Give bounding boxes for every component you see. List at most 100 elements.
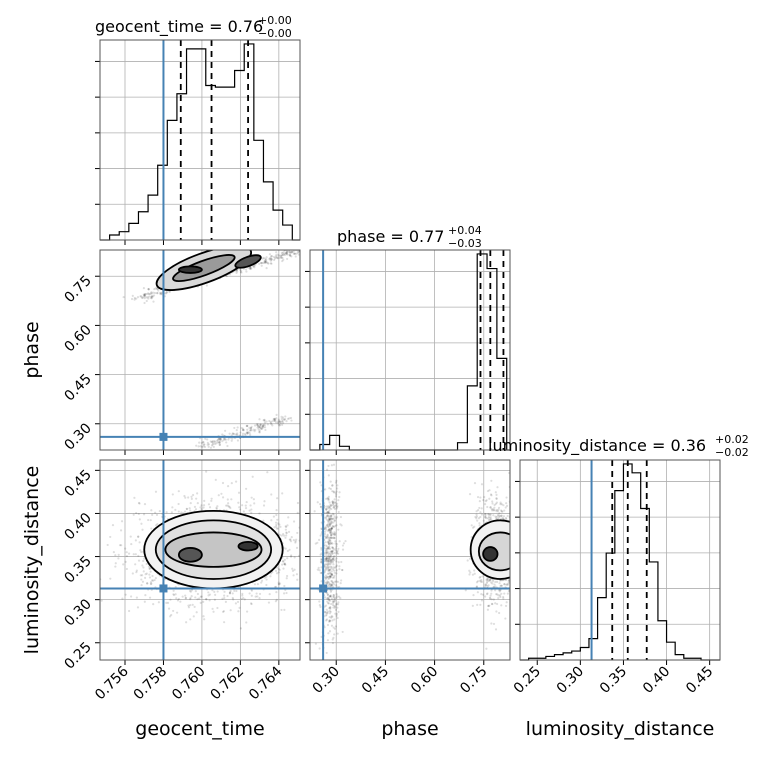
sample-point	[260, 579, 264, 582]
sample-point	[325, 612, 328, 615]
sample-point	[253, 430, 256, 433]
sample-point	[328, 506, 331, 509]
sample-point	[218, 443, 221, 446]
sample-point	[218, 437, 221, 440]
sample-point	[325, 558, 328, 561]
sample-point	[327, 519, 330, 523]
sample-point	[330, 504, 333, 507]
sample-point	[193, 605, 196, 608]
sample-point	[336, 505, 339, 509]
sample-point	[335, 564, 339, 567]
sample-point	[258, 418, 261, 421]
sample-point	[340, 560, 343, 564]
sample-point	[324, 541, 327, 544]
sample-point	[142, 570, 145, 573]
histogram-panel-phase	[305, 249, 511, 455]
histogram-step	[100, 43, 300, 241]
sample-point	[327, 620, 331, 623]
sample-point	[274, 600, 277, 603]
sample-point	[250, 267, 253, 270]
sample-point	[319, 505, 322, 509]
sample-point	[200, 441, 203, 445]
sample-point	[500, 584, 504, 587]
sample-point	[277, 418, 280, 421]
sample-point	[239, 268, 242, 271]
sample-point	[260, 427, 263, 430]
sample-point	[248, 592, 251, 595]
sample-point	[513, 523, 515, 525]
sample-point	[135, 596, 138, 599]
sample-point	[283, 418, 286, 421]
sample-point	[286, 549, 289, 553]
sample-point	[325, 618, 329, 621]
sample-point	[362, 565, 364, 567]
sample-point	[268, 592, 271, 596]
sample-point	[328, 521, 332, 524]
sample-point	[331, 552, 334, 555]
sample-point	[329, 517, 333, 520]
sample-point	[210, 497, 213, 500]
sample-point	[318, 600, 321, 603]
panel-frame	[309, 459, 511, 661]
sample-point	[276, 420, 279, 423]
sample-point	[259, 423, 262, 426]
sample-point	[324, 488, 327, 491]
sample-point	[334, 549, 337, 552]
sample-point	[331, 583, 334, 587]
panel-frame	[99, 249, 301, 451]
sample-point	[340, 579, 343, 582]
sample-point	[500, 503, 503, 506]
sample-point	[247, 431, 250, 434]
sample-point	[275, 417, 278, 420]
sample-point	[259, 423, 262, 426]
sample-point	[285, 250, 289, 253]
sample-point	[274, 254, 277, 257]
sample-point	[331, 600, 334, 603]
sample-point	[169, 598, 172, 601]
sample-point	[234, 602, 238, 605]
sample-point	[256, 426, 259, 429]
sample-point	[337, 510, 340, 514]
sample-point	[274, 419, 277, 422]
sample-point	[251, 475, 254, 478]
sample-point	[226, 498, 229, 501]
sample-point	[328, 569, 331, 572]
sample-point	[331, 484, 334, 487]
sample-point	[242, 428, 245, 432]
sample-point	[337, 561, 340, 564]
sample-point	[228, 505, 231, 508]
sample-point	[236, 600, 240, 604]
sample-point	[140, 295, 143, 298]
sample-point	[319, 534, 322, 537]
sample-point	[502, 595, 505, 599]
sample-point	[192, 615, 195, 618]
sample-point	[328, 529, 331, 532]
sample-point	[216, 606, 219, 610]
sample-point	[336, 606, 339, 609]
sample-point	[332, 566, 335, 569]
sample-point	[480, 580, 484, 583]
sample-point	[329, 585, 332, 588]
sample-point	[329, 558, 332, 562]
x-tick-label: 0.762	[208, 664, 248, 704]
sample-point	[326, 511, 329, 514]
sample-point	[133, 298, 136, 301]
sample-point	[258, 430, 261, 434]
sample-point	[488, 513, 492, 516]
sample-point	[94, 496, 96, 498]
sample-point	[141, 580, 145, 583]
title-phase-minus: −0.03	[448, 237, 482, 250]
x-tick-label: 0.60	[408, 664, 441, 697]
sample-point	[190, 497, 193, 500]
sample-point	[249, 433, 252, 437]
sample-point	[493, 503, 496, 507]
sample-point	[189, 598, 192, 601]
sample-point	[276, 256, 279, 260]
sample-point	[332, 600, 335, 603]
sample-point	[211, 440, 214, 443]
sample-point	[200, 504, 203, 507]
sample-point	[127, 552, 131, 555]
sample-point	[250, 496, 253, 499]
sample-point	[337, 499, 340, 502]
sample-point	[332, 594, 335, 597]
